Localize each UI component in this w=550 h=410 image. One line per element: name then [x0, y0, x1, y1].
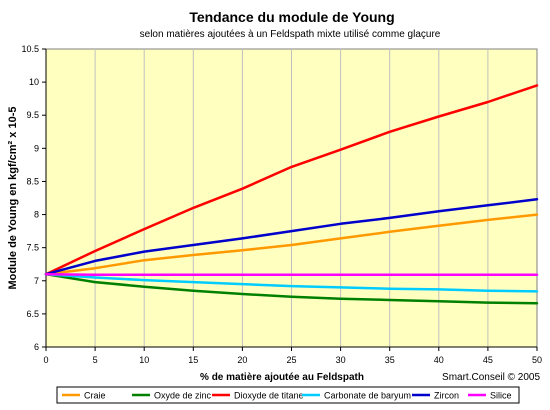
- x-tick-label: 30: [336, 355, 346, 365]
- x-tick-label: 0: [43, 355, 48, 365]
- x-tick-label: 20: [237, 355, 247, 365]
- legend-label-3: Carbonate de baryum: [324, 391, 411, 401]
- x-tick-label: 25: [286, 355, 296, 365]
- x-tick-label: 15: [188, 355, 198, 365]
- y-tick-labels: 6 6.5 7 7.5 8 8.5 9 9.5 10 10.5: [21, 44, 46, 352]
- legend-items: Craie Oxyde de zinc Dioxyde de titane Carbo…: [62, 391, 512, 401]
- series-lines: [44, 84, 539, 305]
- legend-label-0: Craie: [84, 391, 106, 401]
- y-tick-label: 10.5: [21, 44, 39, 54]
- legend-label-4: Zircon: [434, 391, 459, 401]
- x-tick-label: 5: [93, 355, 98, 365]
- y-axis-label: Module de Young en kgf/cm² x 10-5: [7, 107, 19, 290]
- y-tick-label: 6.5: [26, 309, 39, 319]
- series-line-0: [44, 213, 539, 276]
- series-line-5: [44, 272, 539, 277]
- x-tick-label: 35: [385, 355, 395, 365]
- x-tick-label: 50: [532, 355, 542, 365]
- legend: [56, 386, 520, 404]
- x-axis-label: % de matière ajoutée au Feldspath: [200, 372, 364, 383]
- y-tick-label: 7: [34, 276, 39, 286]
- x-tick-label: 40: [434, 355, 444, 365]
- series-line-4: [44, 198, 539, 276]
- gridlines: [94, 49, 489, 347]
- chart-subtitle: selon matières ajoutées à un Feldspath m…: [140, 29, 441, 40]
- legend-label-5: Silice: [490, 391, 512, 401]
- y-tick-label: 7.5: [26, 243, 39, 253]
- y-tick-label: 8: [34, 210, 39, 220]
- x-tick-label: 10: [139, 355, 149, 365]
- y-tick-label: 6: [34, 342, 39, 352]
- series-line-3: [44, 272, 539, 293]
- legend-label-2: Dioxyde de titane: [234, 391, 304, 401]
- series-line-2: [44, 84, 539, 276]
- legend-label-1: Oxyde de zinc: [154, 391, 212, 401]
- y-tick-label: 9.5: [26, 110, 39, 120]
- y-tick-label: 9: [34, 143, 39, 153]
- chart-title: Tendance du module de Young: [189, 9, 394, 25]
- y-tick-label: 8.5: [26, 176, 39, 186]
- x-tick-label: 45: [483, 355, 493, 365]
- series-line-1: [44, 272, 539, 305]
- y-tick-label: 10: [29, 77, 39, 87]
- credit-text: Smart.Conseil © 2005: [442, 372, 540, 383]
- x-tick-labels: 0 5 10 15 20 25 30 35 40 45 50: [43, 347, 542, 365]
